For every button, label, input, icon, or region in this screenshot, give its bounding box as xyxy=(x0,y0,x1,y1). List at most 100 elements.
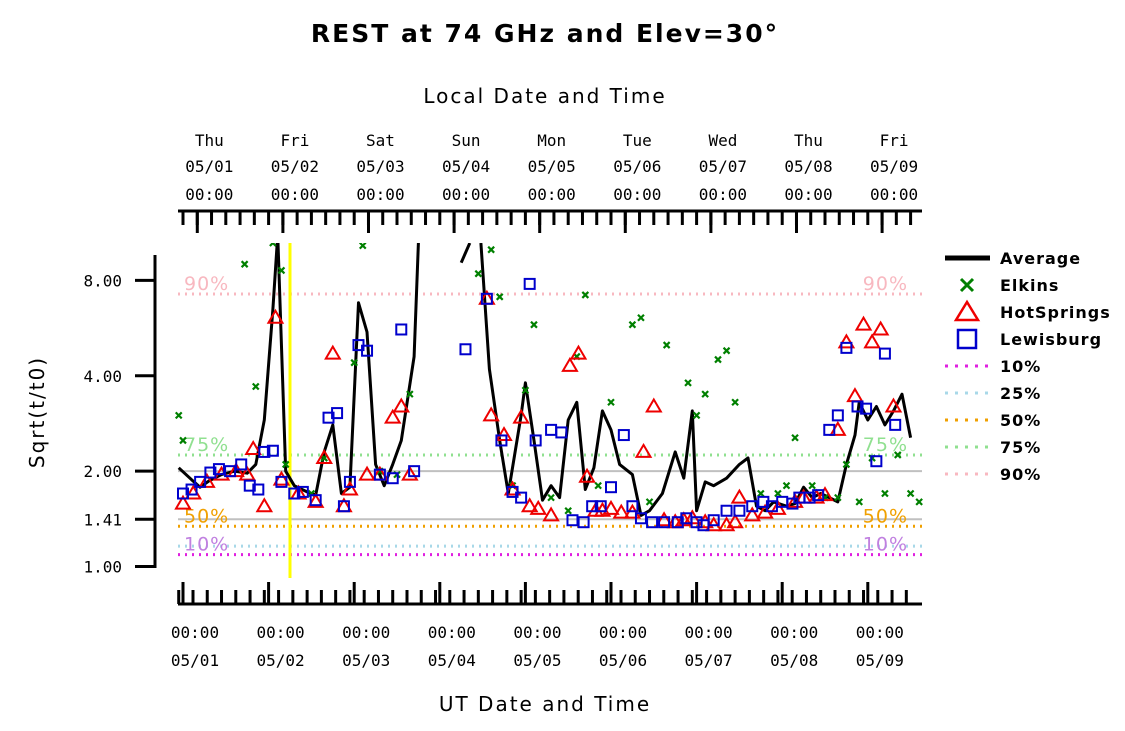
elkins-point xyxy=(637,313,645,322)
lewisburg-point xyxy=(555,426,568,439)
legend-item-elkins: Elkins xyxy=(959,276,1059,295)
lewisburg-point xyxy=(373,468,386,481)
legend-label: Elkins xyxy=(1000,276,1059,295)
hotsprings-point xyxy=(645,397,663,413)
pct-label-left: 75% xyxy=(184,434,229,456)
lewisburg-point xyxy=(204,466,217,479)
lewisburg-point xyxy=(605,481,617,494)
hotsprings-point xyxy=(503,480,522,496)
elkins-point xyxy=(893,451,902,459)
hotsprings-point xyxy=(846,387,864,403)
chart-title: REST at 74 GHz and Elev=30° xyxy=(311,19,779,48)
hotsprings-point xyxy=(602,499,620,515)
lewisburg-point xyxy=(288,487,301,500)
lewisburg-point xyxy=(646,516,659,529)
elkins-point xyxy=(731,398,739,407)
lewisburg-point xyxy=(803,491,816,504)
legend-square-swatch xyxy=(956,328,978,350)
elkins-point xyxy=(791,433,799,442)
elkins-point xyxy=(251,382,260,391)
lewisburg-point xyxy=(275,475,288,488)
bottom-tick-date: 05/04 xyxy=(428,651,476,670)
hotsprings-point xyxy=(884,397,903,413)
average-line-segment xyxy=(276,243,420,497)
elkins-point xyxy=(774,489,782,498)
elkins-point xyxy=(594,481,602,490)
lewisburg-point xyxy=(296,485,309,498)
top-tick-dow: Sun xyxy=(452,131,481,150)
hotsprings-point xyxy=(383,408,402,424)
elkins-point xyxy=(842,460,851,469)
hotsprings-point xyxy=(529,499,547,515)
lewisburg-point xyxy=(840,341,853,354)
elkins-point xyxy=(547,493,555,502)
lewisburg-point xyxy=(343,475,356,488)
legend-item-average: Average xyxy=(945,249,1080,268)
elkins-point xyxy=(358,243,367,250)
elkins-point xyxy=(722,346,731,355)
axes: 1.00 1.41 2.00 4.00 8.00 00:00 05/01 00:00 05/02… xyxy=(83,131,922,670)
lewisburg-point xyxy=(331,407,344,420)
hotsprings-point xyxy=(401,465,419,481)
lewisburg-point xyxy=(495,434,508,447)
elkins-point xyxy=(474,269,483,278)
lewisburg-point xyxy=(243,479,256,492)
hotsprings-point xyxy=(482,406,500,422)
x-axis-title: UT Date and Time xyxy=(439,692,651,716)
lewisburg-point xyxy=(626,500,639,513)
lewisburg-point xyxy=(860,402,873,415)
elkins-point xyxy=(701,390,709,398)
hotsprings-point xyxy=(272,470,291,486)
lewisburg-point xyxy=(812,489,825,502)
lewisburg-point xyxy=(386,472,399,485)
elkins-point xyxy=(834,493,842,502)
hotsprings-point xyxy=(726,513,744,529)
elkins-point xyxy=(277,266,286,275)
bottom-tick-time: 00:00 xyxy=(685,623,733,642)
top-tick-date: 05/05 xyxy=(528,157,576,176)
hotsprings-point xyxy=(174,494,192,510)
legend-item-50pct: 50% xyxy=(945,411,1040,430)
lewisburg-point xyxy=(823,423,836,436)
bottom-tick-date: 05/07 xyxy=(685,651,733,670)
elkins-point xyxy=(174,411,183,420)
y-tick-label: 2.00 xyxy=(83,462,122,481)
elkins-point xyxy=(607,398,615,407)
pct-label-left: 50% xyxy=(184,505,229,527)
hotsprings-point xyxy=(578,467,596,483)
elkins-point xyxy=(684,379,692,387)
top-tick-dow: Fri xyxy=(280,131,309,150)
lewisburg-point xyxy=(177,487,189,500)
lewisburg-point xyxy=(309,494,322,507)
elkins-point xyxy=(240,260,249,268)
elkins-point xyxy=(495,293,504,301)
top-tick-dow: Wed xyxy=(708,131,737,150)
lewisburg-point xyxy=(480,292,493,305)
lewisburg-point xyxy=(878,347,891,360)
bottom-tick-time: 00:00 xyxy=(342,623,390,642)
pct-label-right: 10% xyxy=(863,534,908,556)
hotsprings-point xyxy=(816,486,834,502)
pct-label-right: 50% xyxy=(863,505,908,527)
hotsprings-point xyxy=(837,333,856,349)
elkins-point xyxy=(530,320,538,329)
hotsprings-point xyxy=(495,426,513,442)
lewisburg-point xyxy=(235,458,248,471)
elkins-point xyxy=(350,358,358,367)
top-tick-dow: Mon xyxy=(537,131,566,150)
hotsprings-point xyxy=(730,488,749,504)
top-tick-time: 00:00 xyxy=(699,185,747,204)
hotsprings-point xyxy=(358,465,376,481)
top-tick-time: 00:00 xyxy=(442,185,490,204)
lewisburg-point xyxy=(361,344,374,357)
lewisburg-point xyxy=(746,500,759,513)
lewisburg-point xyxy=(515,491,528,504)
bottom-tick-date: 05/09 xyxy=(856,651,904,670)
bottom-tick-date: 05/03 xyxy=(342,651,390,670)
legend-label: HotSprings xyxy=(1000,303,1111,322)
bottom-tick-date: 05/01 xyxy=(171,651,219,670)
lewisburg-point xyxy=(212,463,225,476)
legend: Average Elkins HotSprings Lewisburg 10% 25% 50… xyxy=(945,249,1111,484)
hotsprings-point xyxy=(743,506,761,522)
lewisburg-point xyxy=(831,409,844,422)
